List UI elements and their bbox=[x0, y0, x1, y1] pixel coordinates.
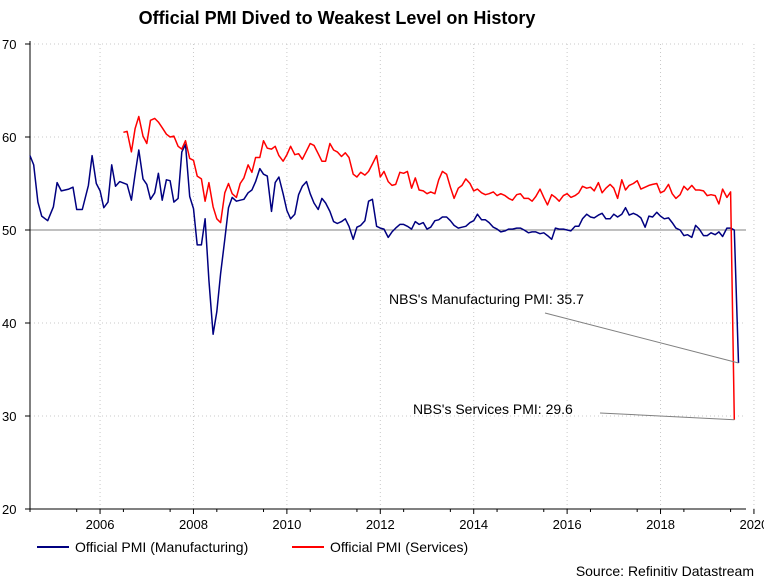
legend-swatch-services bbox=[292, 546, 324, 548]
annotations: NBS's Manufacturing PMI: 35.7 NBS's Servi… bbox=[389, 291, 739, 421]
x-tick-label: 2008 bbox=[179, 517, 208, 532]
axes: 20 30 40 50 60 70 2006 2008 2010 2012 2014 2016 2018… bbox=[2, 37, 764, 532]
annotation-leader-services bbox=[599, 412, 735, 421]
legend-services: Official PMI (Services) bbox=[292, 539, 468, 555]
annotation-services: NBS's Services PMI: 29.6 bbox=[413, 401, 573, 417]
chart-title: Official PMI Dived to Weakest Level on H… bbox=[138, 8, 536, 28]
x-tick-label: 2012 bbox=[366, 517, 395, 532]
x-tick-label: 2020 bbox=[739, 517, 764, 532]
annotation-manufacturing: NBS's Manufacturing PMI: 35.7 bbox=[389, 291, 584, 307]
source-note: Source: Refinitiv Datastream bbox=[575, 563, 754, 579]
legend-label-services: Official PMI (Services) bbox=[330, 539, 469, 555]
legend-label-manufacturing: Official PMI (Manufacturing) bbox=[75, 539, 249, 555]
series-layer bbox=[29, 115, 740, 420]
x-tick-label: 2016 bbox=[553, 517, 582, 532]
legend-swatch-manufacturing bbox=[37, 546, 69, 548]
y-tick-label: 30 bbox=[2, 409, 16, 424]
y-tick-label: 60 bbox=[2, 130, 16, 145]
x-tick-label: 2010 bbox=[272, 517, 301, 532]
annotation-leader-manufacturing bbox=[544, 312, 739, 364]
y-tick-label: 50 bbox=[2, 223, 16, 238]
y-tick-label: 70 bbox=[2, 37, 16, 52]
legend-manufacturing: Official PMI (Manufacturing) bbox=[37, 539, 248, 555]
x-tick-label: 2006 bbox=[86, 517, 115, 532]
series-line-manufacturing bbox=[29, 143, 740, 364]
y-tick-label: 20 bbox=[2, 502, 16, 517]
series-line-services bbox=[123, 115, 736, 420]
x-tick-label: 2018 bbox=[646, 517, 675, 532]
x-tick-label: 2014 bbox=[459, 517, 488, 532]
grid bbox=[30, 43, 755, 509]
y-tick-label: 40 bbox=[2, 316, 16, 331]
